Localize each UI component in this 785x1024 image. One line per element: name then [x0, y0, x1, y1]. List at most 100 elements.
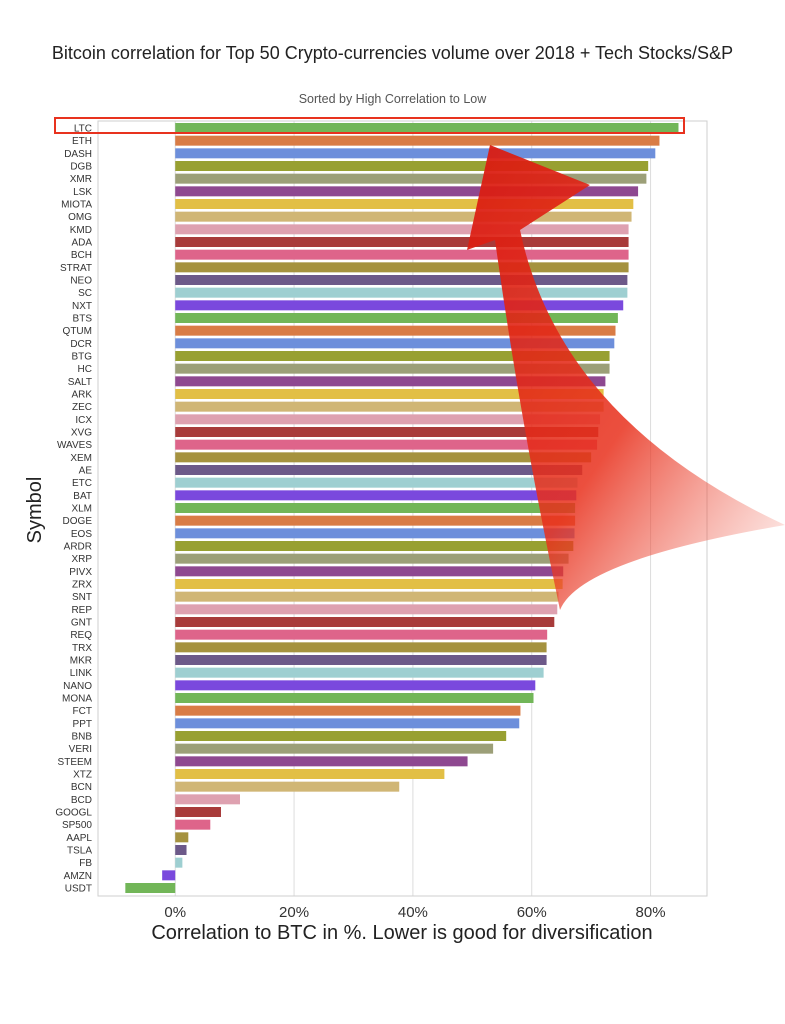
y-tick-label: QTUM	[63, 326, 92, 337]
y-tick-label: USDT	[65, 884, 92, 895]
y-tick-label: AE	[79, 466, 93, 477]
highlight-box	[54, 117, 685, 134]
y-tick-label: SP500	[62, 820, 92, 831]
y-tick-label: TSLA	[67, 846, 92, 857]
bar-amzn	[162, 870, 176, 881]
y-tick-label: XEM	[70, 453, 92, 464]
y-tick-label: BTG	[71, 352, 92, 363]
y-tick-label: XRP	[71, 554, 92, 565]
bar-btg	[175, 351, 610, 361]
y-tick-label: STEEM	[58, 757, 92, 768]
y-tick-label: ICX	[75, 415, 92, 426]
bar-strat	[175, 262, 629, 273]
y-tick-label: TRX	[72, 643, 92, 654]
bar-doge	[175, 515, 576, 526]
bar-lsk	[175, 186, 639, 197]
bar-fb	[175, 857, 183, 868]
y-tick-label: SNT	[72, 592, 92, 603]
bar-req	[175, 629, 548, 640]
bar-dgb	[175, 161, 649, 171]
bar-bat	[175, 490, 577, 501]
bar-ppt	[175, 718, 520, 729]
bar-eth	[175, 135, 660, 146]
annotation-arrow	[467, 145, 785, 610]
bar-xmr	[175, 173, 647, 184]
y-tick-label: XTZ	[73, 770, 92, 781]
bar-dash	[175, 148, 656, 159]
bar-bts	[175, 313, 618, 323]
y-tick-label: PPT	[73, 719, 92, 730]
y-tick-label: SALT	[68, 377, 92, 388]
bar-ark	[175, 389, 604, 399]
y-tick-label: BAT	[73, 491, 92, 502]
bar-tsla	[175, 845, 187, 855]
y-tick-label: EOS	[71, 529, 92, 540]
bar-rep	[175, 604, 558, 615]
bar-mona	[175, 693, 534, 703]
bar-waves	[175, 439, 598, 450]
y-tick-label: BTS	[73, 314, 93, 325]
x-tick-label: 20%	[279, 904, 309, 921]
y-tick-label: WAVES	[57, 440, 92, 451]
y-tick-label: DOGE	[63, 516, 93, 527]
bar-bch	[175, 249, 629, 260]
y-tick-label: XVG	[71, 428, 92, 439]
bar-miota	[175, 199, 634, 209]
y-tick-label: MONA	[62, 694, 92, 705]
y-tick-label: STRAT	[60, 263, 92, 274]
bar-ae	[175, 465, 583, 475]
y-tick-label: HC	[78, 364, 92, 375]
bar-hc	[175, 363, 610, 374]
bar-kmd	[175, 224, 629, 235]
y-tick-label: REQ	[70, 630, 92, 641]
y-tick-label: XMR	[70, 174, 92, 185]
x-axis-label: Correlation to BTC in %. Lower is good f…	[151, 922, 652, 944]
bar-xtz	[175, 769, 445, 779]
y-tick-label: ARK	[71, 390, 92, 401]
y-tick-label: AMZN	[64, 871, 92, 882]
bar-aapl	[175, 832, 189, 843]
bar-xrp	[175, 553, 569, 564]
y-tick-label: DGB	[70, 162, 92, 173]
y-tick-label: KMD	[70, 225, 92, 236]
y-tick-label: BCH	[71, 250, 92, 261]
y-tick-label: XLM	[71, 504, 92, 515]
y-tick-label: ARDR	[64, 542, 92, 553]
y-tick-label: ZEC	[72, 402, 92, 413]
bar-snt	[175, 591, 559, 602]
bar-dcr	[175, 338, 615, 349]
bar-ada	[175, 237, 629, 247]
bar-nxt	[175, 300, 624, 311]
y-tick-label: ETH	[72, 136, 92, 147]
bar-bcd	[175, 794, 241, 805]
y-tick-label: ETC	[72, 478, 92, 489]
bar-eos	[175, 528, 575, 539]
bar-zec	[175, 401, 604, 412]
y-tick-label: SC	[78, 288, 92, 299]
y-tick-label: MIOTA	[61, 200, 92, 211]
y-tick-label: NANO	[63, 681, 92, 692]
y-tick-label: LINK	[70, 668, 93, 679]
bar-bcn	[175, 781, 400, 792]
x-tick-label: 60%	[517, 904, 547, 921]
y-tick-label: NXT	[72, 301, 92, 312]
bar-bnb	[175, 731, 507, 741]
bar-qtum	[175, 325, 616, 336]
y-axis-label: Symbol	[24, 477, 46, 544]
bar-zrx	[175, 579, 563, 589]
bar-link	[175, 667, 544, 678]
y-tick-label: BNB	[71, 732, 92, 743]
y-tick-label: VERI	[69, 744, 92, 755]
y-tick-label: DCR	[70, 339, 92, 350]
bar-salt	[175, 376, 606, 387]
y-tick-label: GOOGL	[55, 808, 92, 819]
bar-fct	[175, 705, 521, 716]
y-tick-label: ZRX	[72, 580, 92, 591]
y-tick-label: NEO	[70, 276, 92, 287]
bar-xem	[175, 452, 592, 463]
bar-googl	[175, 807, 221, 817]
bar-usdt	[125, 883, 176, 893]
y-tick-label: LTC	[74, 124, 92, 135]
y-tick-label: BCN	[71, 782, 92, 793]
bar-xvg	[175, 427, 599, 437]
